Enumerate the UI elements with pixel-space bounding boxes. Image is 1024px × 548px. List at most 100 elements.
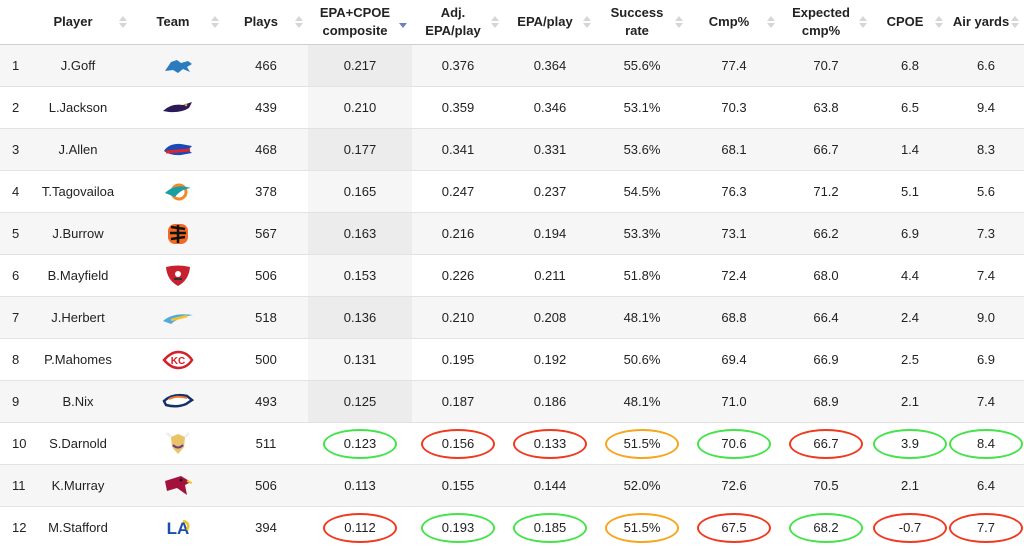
cell-value: 1.4 — [901, 142, 919, 157]
cell-value: 0.211 — [534, 268, 566, 283]
sort-icon[interactable] — [767, 16, 775, 28]
sort-icon[interactable] — [583, 16, 591, 28]
cell-value: 0.177 — [344, 142, 377, 157]
header-xcmp[interactable]: Expected cmp% — [780, 0, 872, 45]
cell-player: J.Allen — [24, 129, 132, 171]
sort-icon[interactable] — [859, 16, 867, 28]
header-epa[interactable]: EPA/play — [504, 0, 596, 45]
sort-icon[interactable] — [935, 16, 943, 28]
cell-player: L.Jackson — [24, 87, 132, 129]
cell-success: 53.6% — [596, 129, 688, 171]
cell-plays: 468 — [224, 129, 308, 171]
cell-success: 50.6% — [596, 339, 688, 381]
cell-xcmp: 68.0 — [780, 255, 872, 297]
cell-value: 466 — [255, 58, 277, 73]
cell-idx: 6 — [0, 255, 24, 297]
sort-icon[interactable] — [295, 16, 303, 28]
cell-value: 0.359 — [442, 100, 475, 115]
sort-icon[interactable] — [1011, 16, 1019, 28]
highlight-circle: 66.7 — [789, 429, 863, 459]
cell-xcmp: 66.7 — [780, 129, 872, 171]
header-label: Expected cmp% — [792, 5, 850, 38]
cardinals-logo — [161, 473, 195, 499]
header-label: Air yards — [953, 14, 1009, 29]
cell-success: 51.5% — [596, 423, 688, 465]
cell-epa: 0.364 — [504, 45, 596, 87]
header-label: EPA+CPOE composite — [320, 5, 390, 38]
cell-idx: 7 — [0, 297, 24, 339]
cell-player: J.Goff — [24, 45, 132, 87]
cell-air: 9.0 — [948, 297, 1024, 339]
cell-idx: 11 — [0, 465, 24, 507]
cell-player: J.Herbert — [24, 297, 132, 339]
header-air[interactable]: Air yards — [948, 0, 1024, 45]
cell-value: 48.1% — [624, 394, 661, 409]
cell-xcmp: 66.4 — [780, 297, 872, 339]
cell-air: 5.6 — [948, 171, 1024, 213]
cell-value: 66.9 — [813, 352, 838, 367]
cell-value: 50.6% — [624, 352, 661, 367]
cell-cpoe: 2.1 — [872, 465, 948, 507]
cell-team — [132, 129, 224, 171]
dolphins-logo — [161, 179, 195, 205]
cell-adj_epa: 0.376 — [412, 45, 504, 87]
header-label: Team — [157, 14, 190, 29]
cell-value: 0.187 — [442, 394, 475, 409]
header-player[interactable]: Player — [24, 0, 132, 45]
cell-value: 5.6 — [977, 184, 995, 199]
cell-value: 55.6% — [624, 58, 661, 73]
cell-idx: 4 — [0, 171, 24, 213]
header-composite[interactable]: EPA+CPOE composite — [308, 0, 412, 45]
cell-success: 48.1% — [596, 297, 688, 339]
cell-value: 468 — [255, 142, 277, 157]
sort-icon[interactable] — [399, 16, 407, 28]
cell-success: 53.3% — [596, 213, 688, 255]
cell-player: K.Murray — [24, 465, 132, 507]
cell-value: 63.8 — [813, 100, 838, 115]
sort-icon[interactable] — [675, 16, 683, 28]
header-team[interactable]: Team — [132, 0, 224, 45]
sort-icon[interactable] — [119, 16, 127, 28]
cell-value: M.Stafford — [48, 520, 108, 535]
sort-icon[interactable] — [491, 16, 499, 28]
cell-epa: 0.144 — [504, 465, 596, 507]
header-cpoe[interactable]: CPOE — [872, 0, 948, 45]
cell-adj_epa: 0.210 — [412, 297, 504, 339]
highlight-circle: 70.6 — [697, 429, 771, 459]
cell-value: 73.1 — [721, 226, 746, 241]
cell-composite: 0.153 — [308, 255, 412, 297]
cell-cpoe: -0.7 — [872, 507, 948, 548]
cell-value: 8.3 — [977, 142, 995, 157]
header-plays[interactable]: Plays — [224, 0, 308, 45]
cell-team — [132, 297, 224, 339]
cell-value: 9 — [12, 394, 19, 409]
header-cmp[interactable]: Cmp% — [688, 0, 780, 45]
cell-value: 493 — [255, 394, 277, 409]
buccaneers-logo — [161, 263, 195, 289]
cell-value: 3 — [12, 142, 19, 157]
cell-cpoe: 2.4 — [872, 297, 948, 339]
cell-value: 500 — [255, 352, 277, 367]
cell-value: 0.186 — [534, 394, 567, 409]
cell-plays: 506 — [224, 465, 308, 507]
header-success[interactable]: Success rate — [596, 0, 688, 45]
cell-value: 72.6 — [721, 478, 746, 493]
sort-icon[interactable] — [211, 16, 219, 28]
cell-value: 68.0 — [813, 268, 838, 283]
cell-air: 6.4 — [948, 465, 1024, 507]
cell-value: 68.9 — [813, 394, 838, 409]
header-adj_epa[interactable]: Adj. EPA/play — [412, 0, 504, 45]
cell-value: 68.1 — [721, 142, 746, 157]
